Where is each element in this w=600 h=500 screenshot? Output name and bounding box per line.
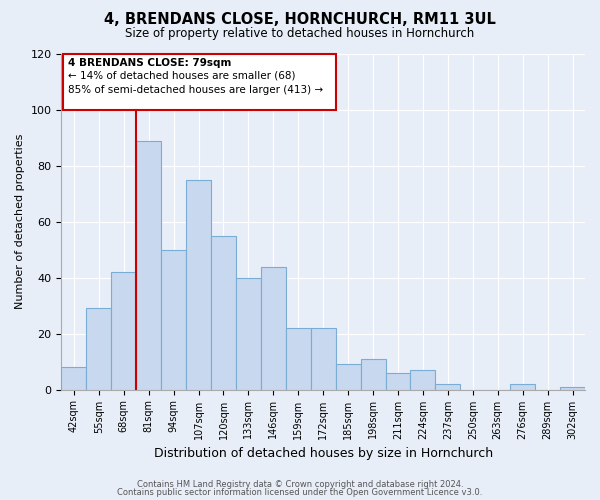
Bar: [335, 364, 361, 390]
Text: Size of property relative to detached houses in Hornchurch: Size of property relative to detached ho…: [125, 28, 475, 40]
Bar: [161, 250, 186, 390]
Bar: [186, 180, 211, 390]
Bar: [410, 370, 436, 390]
Bar: [510, 384, 535, 390]
Text: 4, BRENDANS CLOSE, HORNCHURCH, RM11 3UL: 4, BRENDANS CLOSE, HORNCHURCH, RM11 3UL: [104, 12, 496, 28]
Y-axis label: Number of detached properties: Number of detached properties: [15, 134, 25, 310]
Bar: [386, 373, 410, 390]
X-axis label: Distribution of detached houses by size in Hornchurch: Distribution of detached houses by size …: [154, 447, 493, 460]
Text: 4 BRENDANS CLOSE: 79sqm: 4 BRENDANS CLOSE: 79sqm: [68, 58, 231, 68]
Bar: [236, 278, 261, 390]
Bar: [436, 384, 460, 390]
Bar: [361, 359, 386, 390]
Bar: [111, 272, 136, 390]
Bar: [86, 308, 111, 390]
Bar: [261, 266, 286, 390]
Bar: [136, 140, 161, 390]
Bar: [286, 328, 311, 390]
Text: ← 14% of detached houses are smaller (68): ← 14% of detached houses are smaller (68…: [68, 71, 295, 81]
Bar: [61, 367, 86, 390]
Text: Contains public sector information licensed under the Open Government Licence v3: Contains public sector information licen…: [118, 488, 482, 497]
Text: 85% of semi-detached houses are larger (413) →: 85% of semi-detached houses are larger (…: [68, 85, 323, 95]
Bar: [211, 236, 236, 390]
Text: Contains HM Land Registry data © Crown copyright and database right 2024.: Contains HM Land Registry data © Crown c…: [137, 480, 463, 489]
Bar: [560, 387, 585, 390]
Bar: [311, 328, 335, 390]
Bar: [62, 54, 335, 110]
